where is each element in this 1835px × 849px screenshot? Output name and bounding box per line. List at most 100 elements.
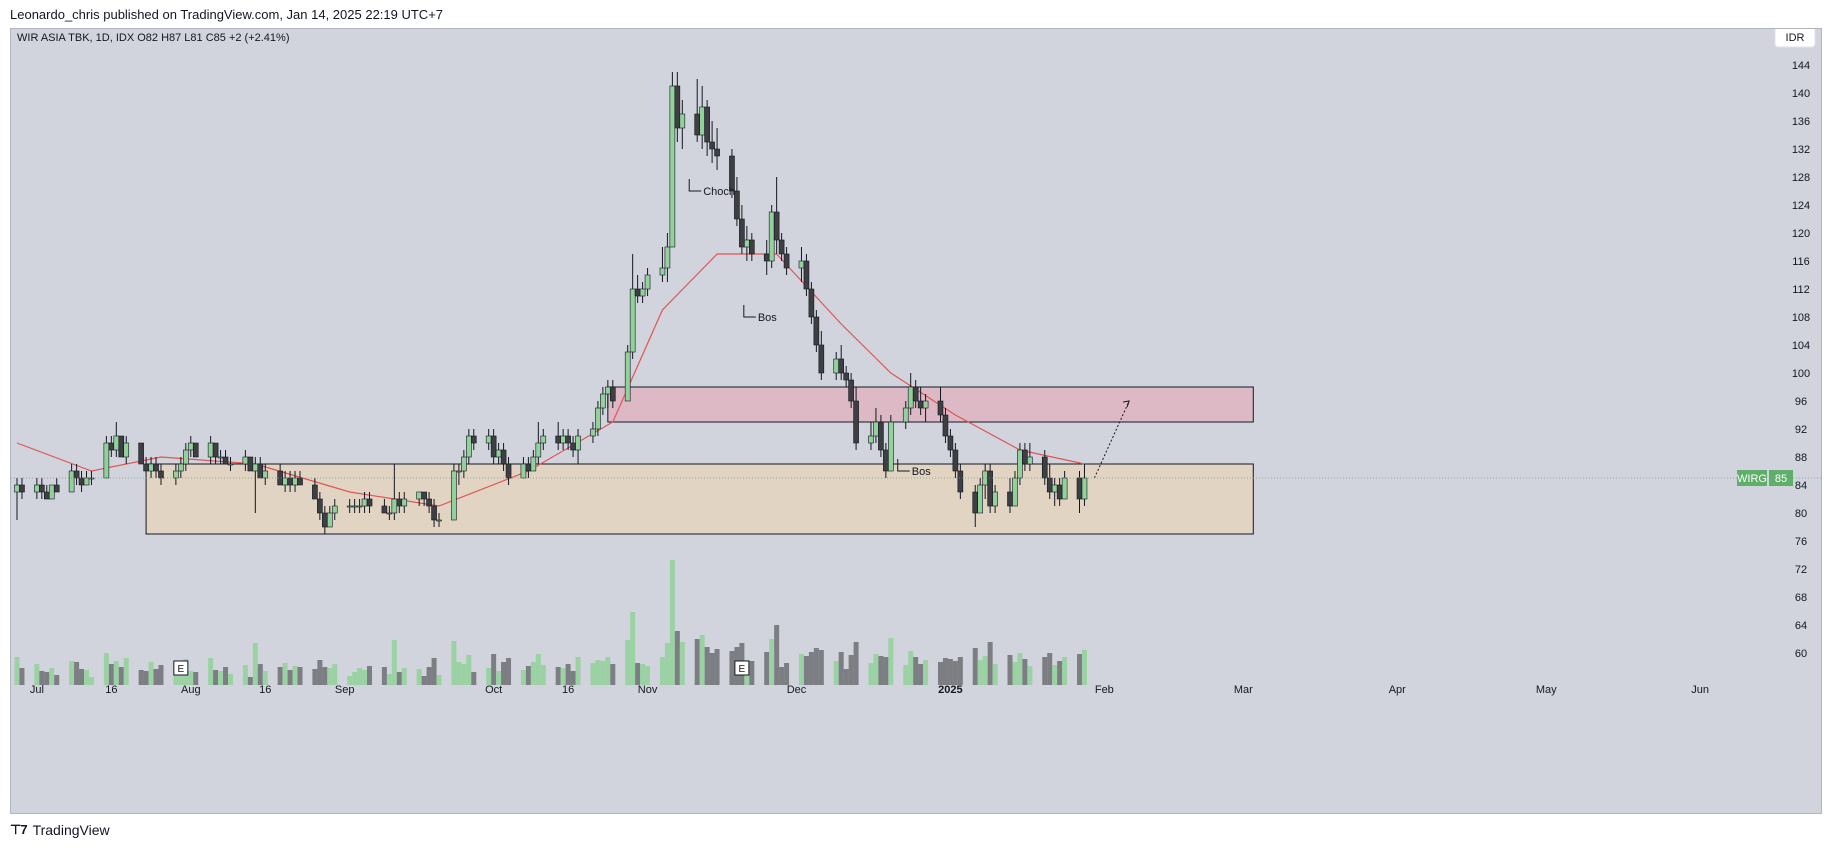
candle[interactable] <box>600 387 606 415</box>
candle[interactable] <box>922 394 929 422</box>
candle[interactable] <box>818 331 825 380</box>
candle[interactable] <box>535 422 542 464</box>
candle[interactable] <box>158 464 164 485</box>
candle[interactable] <box>187 436 194 457</box>
candle[interactable] <box>183 443 189 471</box>
candle[interactable] <box>520 457 527 479</box>
candle[interactable] <box>694 79 701 142</box>
candle[interactable] <box>262 464 269 485</box>
candle[interactable] <box>34 478 40 499</box>
candle[interactable] <box>505 457 512 485</box>
candle[interactable] <box>138 442 144 465</box>
candle[interactable] <box>153 457 159 478</box>
candle[interactable] <box>773 177 780 254</box>
candle[interactable] <box>734 177 740 226</box>
candle[interactable] <box>803 254 810 296</box>
candle[interactable] <box>634 275 641 303</box>
candle[interactable] <box>1027 443 1033 471</box>
candle[interactable] <box>952 443 959 478</box>
candle[interactable] <box>451 464 457 521</box>
candle[interactable] <box>749 233 755 261</box>
candle[interactable] <box>1081 464 1088 506</box>
candle[interactable] <box>222 450 229 465</box>
candle[interactable] <box>421 491 427 506</box>
candle[interactable] <box>39 478 45 499</box>
candle[interactable] <box>470 429 477 450</box>
candle[interactable] <box>386 506 393 520</box>
candle[interactable] <box>485 429 492 450</box>
candle[interactable] <box>43 485 50 500</box>
candle[interactable] <box>957 464 964 499</box>
candle[interactable] <box>530 450 537 472</box>
candle[interactable] <box>257 457 264 479</box>
candle[interactable] <box>868 422 874 450</box>
candle[interactable] <box>679 100 686 149</box>
candle[interactable] <box>88 471 95 485</box>
candle[interactable] <box>426 492 432 513</box>
currency-button[interactable]: IDR <box>1774 29 1816 48</box>
candle[interactable] <box>644 268 651 296</box>
candle[interactable] <box>947 429 954 457</box>
candle[interactable] <box>19 478 25 499</box>
candle[interactable] <box>560 429 566 450</box>
candle[interactable] <box>297 471 303 486</box>
candle[interactable] <box>739 205 745 254</box>
candle[interactable] <box>669 72 676 248</box>
candle[interactable] <box>992 485 998 513</box>
candle[interactable] <box>495 443 502 464</box>
candle[interactable] <box>699 86 705 149</box>
candle[interactable] <box>848 373 854 408</box>
candle[interactable] <box>466 429 472 464</box>
candle[interactable] <box>813 310 820 352</box>
candle[interactable] <box>704 100 710 156</box>
candle[interactable] <box>207 436 214 464</box>
candle[interactable] <box>331 499 338 520</box>
earnings-marker-box[interactable] <box>734 660 750 676</box>
candle[interactable] <box>853 387 859 450</box>
candle[interactable] <box>48 484 55 500</box>
candle[interactable] <box>1012 471 1018 507</box>
candle[interactable] <box>192 442 199 458</box>
candle[interactable] <box>624 345 631 402</box>
candle[interactable] <box>436 513 442 527</box>
candle[interactable] <box>227 457 234 471</box>
candle[interactable] <box>942 408 949 443</box>
candle[interactable] <box>565 429 571 450</box>
candle[interactable] <box>575 429 581 464</box>
candle[interactable] <box>902 401 909 429</box>
candle[interactable] <box>212 442 219 464</box>
candle[interactable] <box>461 450 467 478</box>
candle[interactable] <box>490 429 497 464</box>
candle[interactable] <box>108 436 115 457</box>
chart-area[interactable]: E E Choch Bos Bos WIRG 85 60 64 68 72 76 80 84 88 92 9… <box>10 28 1822 814</box>
candle[interactable] <box>937 387 944 422</box>
candle[interactable] <box>609 380 616 408</box>
candle[interactable] <box>744 226 750 261</box>
candle[interactable] <box>317 492 323 520</box>
candle[interactable] <box>729 149 735 198</box>
candle[interactable] <box>540 429 547 450</box>
candle[interactable] <box>247 456 254 472</box>
candle[interactable] <box>763 240 770 275</box>
candle[interactable] <box>798 247 805 282</box>
candle[interactable] <box>103 436 110 479</box>
candle[interactable] <box>878 415 884 457</box>
candle[interactable] <box>312 478 318 500</box>
candle[interactable] <box>178 457 184 478</box>
candle[interactable] <box>709 121 715 163</box>
earnings-marker-box[interactable] <box>173 660 189 676</box>
candle[interactable] <box>570 436 576 457</box>
candle[interactable] <box>843 366 849 387</box>
candle[interactable] <box>366 492 373 513</box>
candle[interactable] <box>664 233 671 282</box>
candle[interactable] <box>674 72 681 142</box>
candle[interactable] <box>500 443 507 471</box>
candle[interactable] <box>912 380 919 408</box>
candle[interactable] <box>555 422 561 450</box>
candle[interactable] <box>326 506 333 528</box>
candle[interactable] <box>977 478 984 514</box>
candle[interactable] <box>768 205 775 268</box>
candle[interactable] <box>808 282 815 324</box>
candle[interactable] <box>783 247 790 275</box>
candle[interactable] <box>118 435 125 458</box>
